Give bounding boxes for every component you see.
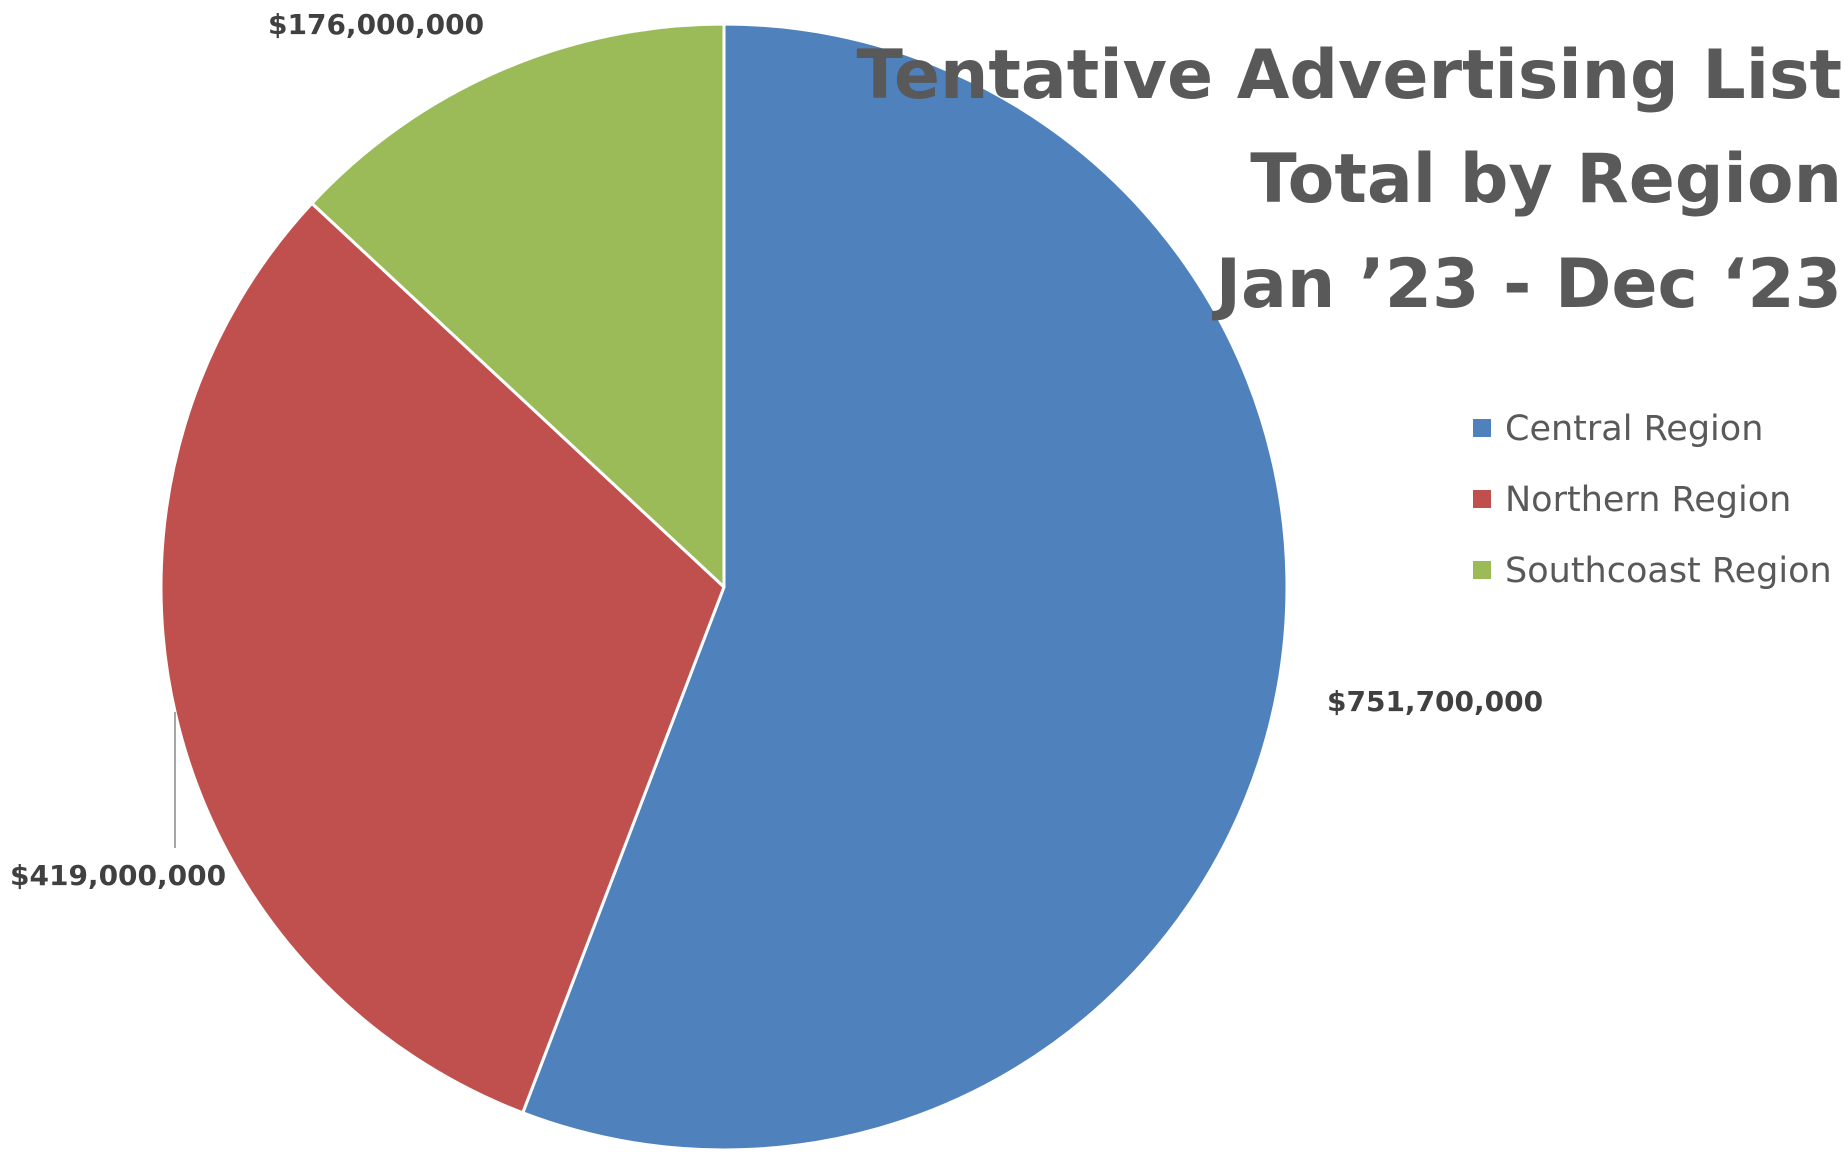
pie-slices bbox=[159, 22, 1289, 1152]
chart-title: Tentative Advertising List Total by Regi… bbox=[857, 36, 1842, 324]
chart-title-line-2: Total by Region bbox=[1250, 140, 1842, 219]
legend-label-southcoast: Southcoast Region bbox=[1505, 551, 1832, 591]
chart-title-line-1: Tentative Advertising List bbox=[857, 36, 1842, 115]
data-labels: $751,700,000 $419,000,000 $176,000,000 bbox=[10, 8, 1543, 892]
data-label-central: $751,700,000 bbox=[1327, 685, 1543, 718]
chart-title-line-3: Jan ’23 - Dec ‘23 bbox=[1212, 245, 1842, 324]
pie-slice-southcoast bbox=[310, 22, 726, 589]
pie-slice-central bbox=[521, 22, 1289, 1152]
legend-label-central: Central Region bbox=[1505, 409, 1763, 449]
legend-swatch-southcoast bbox=[1473, 561, 1491, 579]
data-label-southcoast: $176,000,000 bbox=[268, 8, 484, 41]
legend-label-northern: Northern Region bbox=[1505, 480, 1791, 520]
legend: Central Region Northern Region Southcoas… bbox=[1473, 409, 1832, 591]
legend-swatch-northern bbox=[1473, 490, 1491, 508]
data-label-northern: $419,000,000 bbox=[10, 859, 226, 892]
legend-swatch-central bbox=[1473, 419, 1491, 437]
